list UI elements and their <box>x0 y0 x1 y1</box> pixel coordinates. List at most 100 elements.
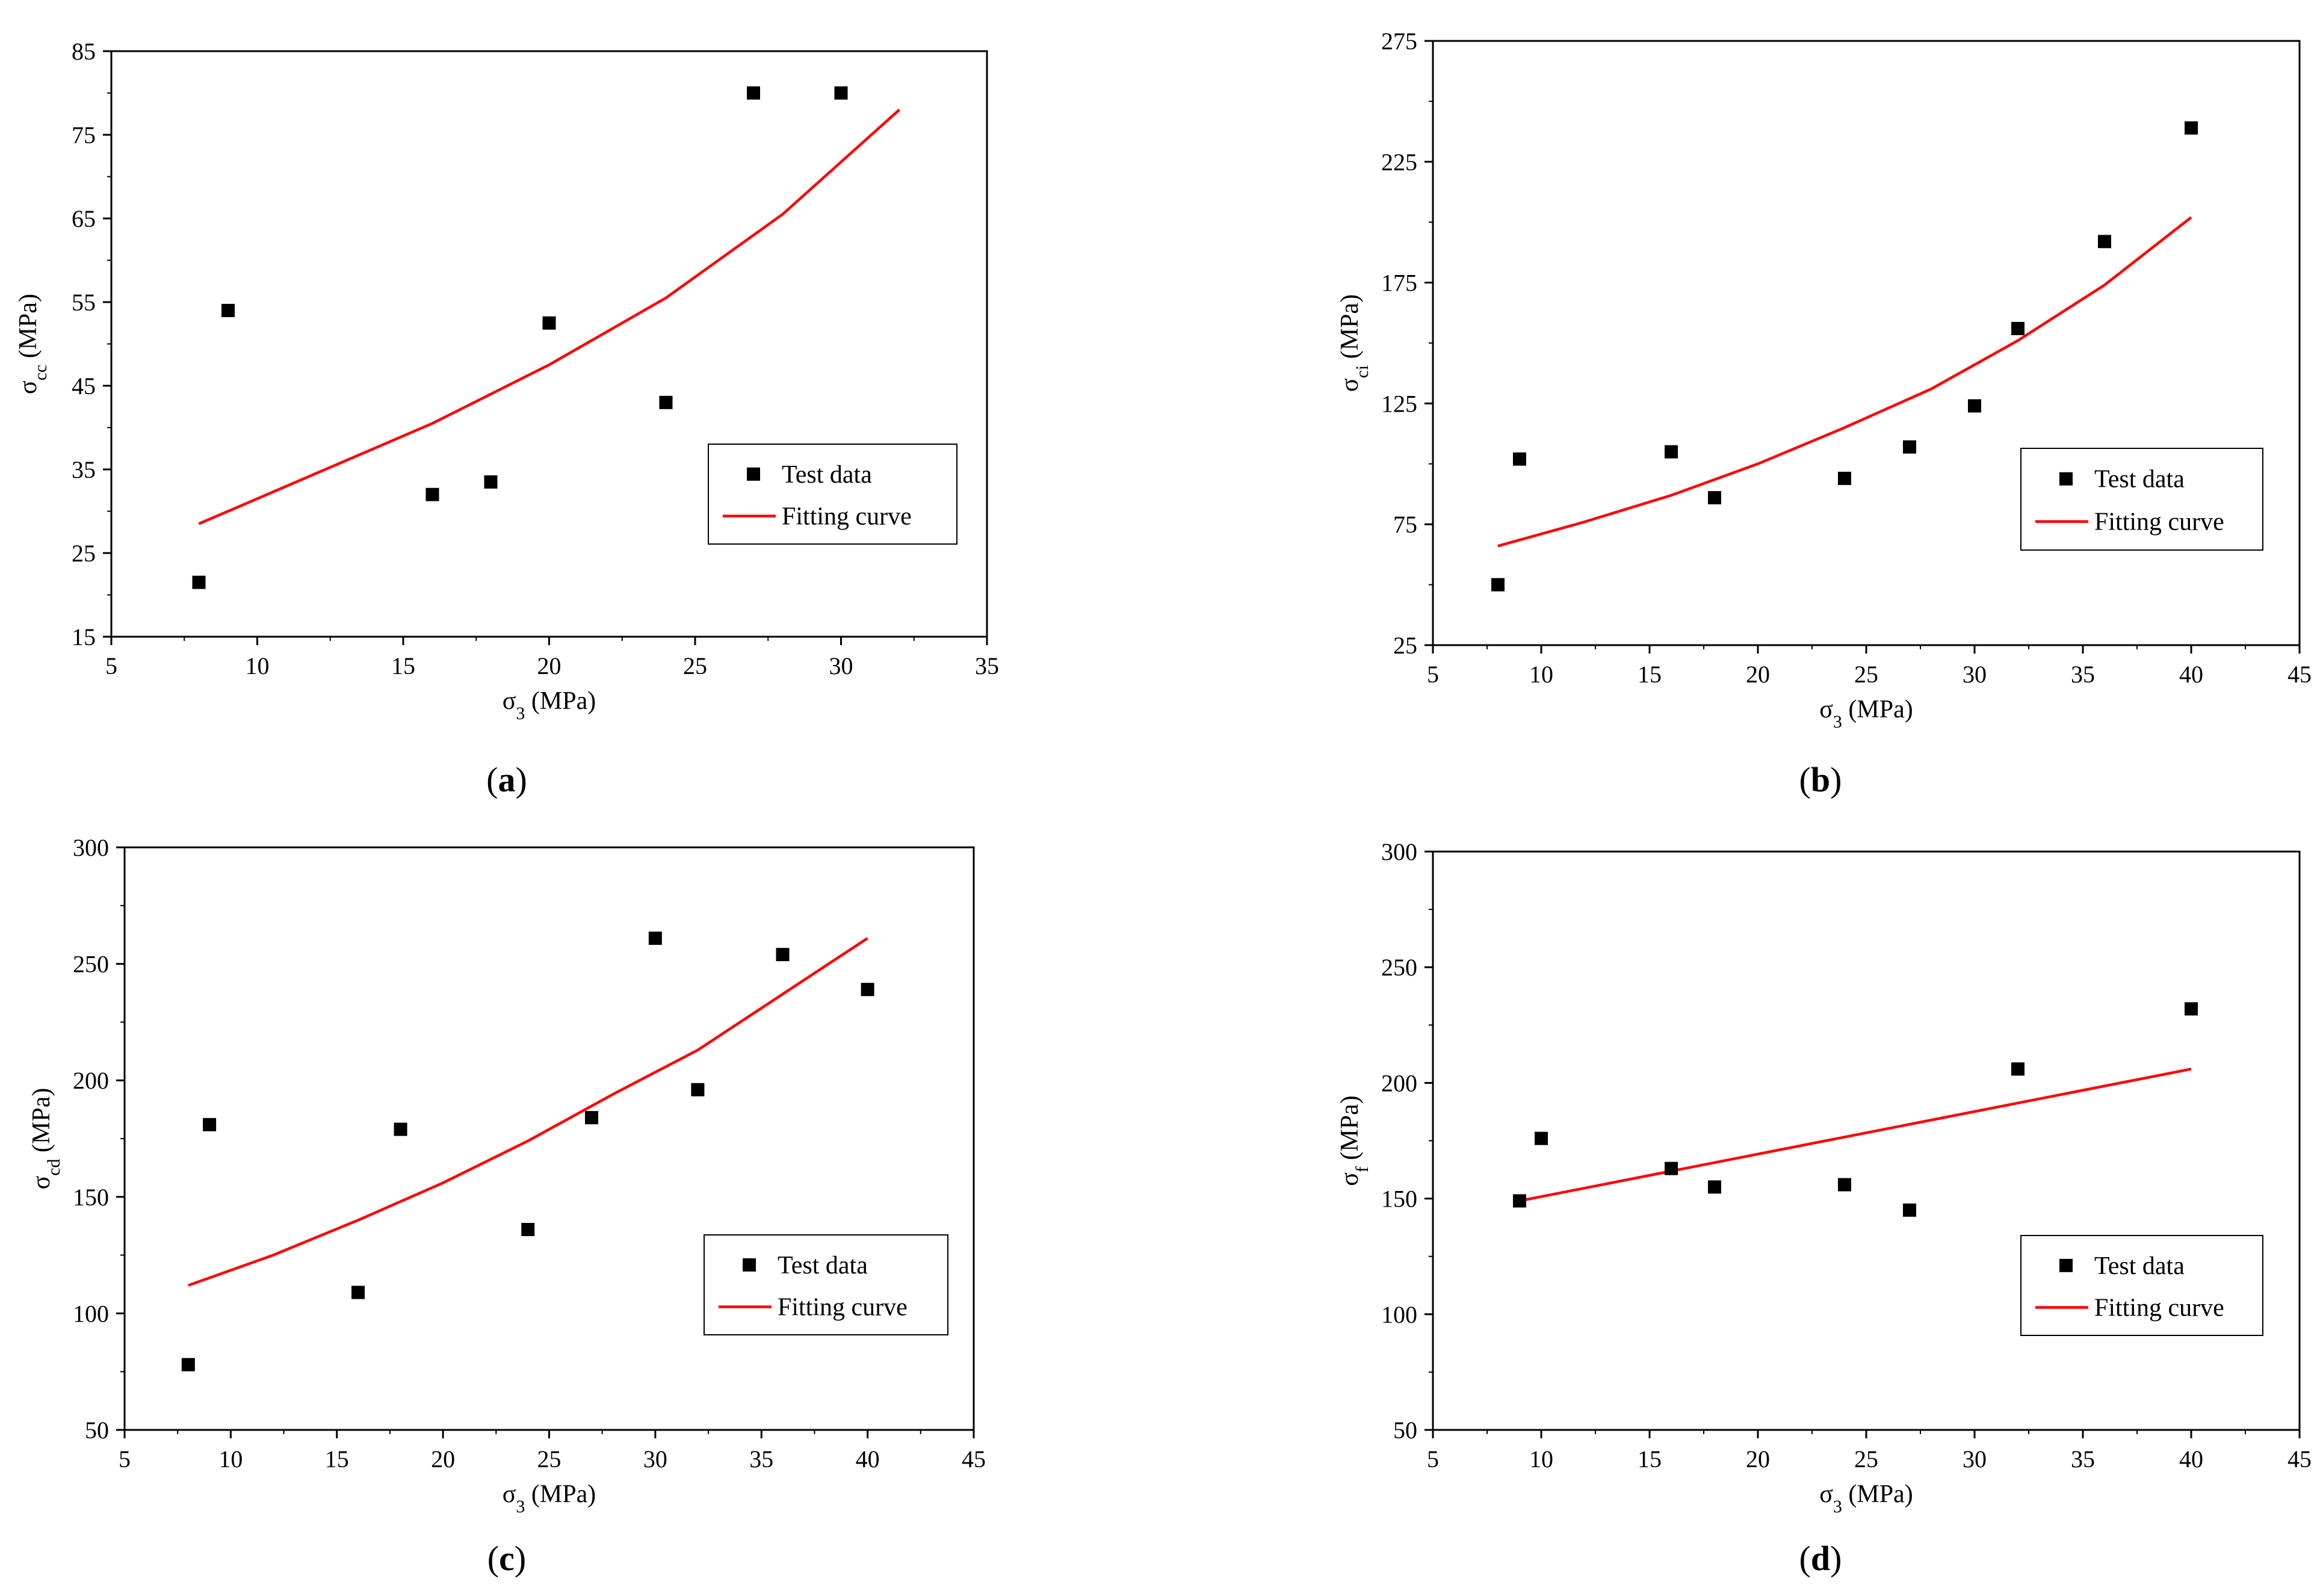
plot-frame <box>1432 850 2301 1431</box>
test-data-point <box>2011 1062 2025 1076</box>
x-tick-label: 5 <box>1427 1446 1439 1473</box>
x-tick-label: 5 <box>119 1446 131 1473</box>
y-tick-label: 25 <box>72 540 96 567</box>
y-tick-label: 55 <box>72 289 96 316</box>
legend-box <box>704 1234 948 1335</box>
x-tick-label: 10 <box>218 1446 243 1473</box>
x-tick-label: 15 <box>391 652 415 679</box>
y-tick-label: 100 <box>1381 1301 1417 1328</box>
x-tick-label: 5 <box>1427 661 1439 688</box>
legend-box <box>708 444 957 545</box>
y-tick-label: 300 <box>73 834 109 861</box>
legend-label-test-data: Test data <box>782 461 872 489</box>
test-data-point <box>1491 578 1505 592</box>
test-data-point <box>659 395 673 409</box>
x-tick-label: 35 <box>749 1446 773 1473</box>
x-tick-label: 25 <box>1854 661 1878 688</box>
y-tick-label: 200 <box>1381 1069 1417 1096</box>
test-data-point <box>1903 440 1916 454</box>
x-tick-label: 10 <box>246 652 270 679</box>
legend-box <box>2020 1235 2263 1336</box>
x-tick-label: 5 <box>105 652 117 679</box>
y-tick-label: 150 <box>73 1184 109 1211</box>
plot-frame <box>1432 40 2301 646</box>
x-tick-label: 40 <box>856 1446 880 1473</box>
test-data-point <box>776 948 790 962</box>
test-data-point <box>2011 321 2025 335</box>
caption-b: (b) <box>1799 760 1842 799</box>
y-tick-label: 125 <box>1381 390 1417 417</box>
y-tick-label: 25 <box>1393 632 1417 659</box>
y-tick-label: 300 <box>1381 838 1417 865</box>
y-axis-label: σci (MPa) <box>1336 294 1372 392</box>
test-data-point <box>585 1111 599 1125</box>
x-tick-label: 30 <box>1963 1446 1987 1473</box>
x-tick-label: 10 <box>1529 661 1553 688</box>
x-axis-label: σ3 (MPa) <box>503 1480 596 1517</box>
test-data-point <box>542 316 556 330</box>
y-axis-label: σcc (MPa) <box>14 294 51 394</box>
chart-panel-d: 5 10 15 20 25 30 35 40 45 50 100 150 200 250 300 σ3 (MP… <box>1162 798 2323 1596</box>
test-data-point <box>484 475 498 489</box>
y-tick-label: 275 <box>1381 28 1417 55</box>
legend-marker-test-data <box>2059 1258 2073 1272</box>
legend-label-fitting-curve: Fitting curve <box>2094 509 2224 536</box>
y-tick-label: 175 <box>1381 270 1417 297</box>
x-axis-label: σ3 (MPa) <box>503 687 596 723</box>
x-axis-label: σ3 (MPa) <box>1819 696 1913 732</box>
legend-box <box>2020 448 2263 551</box>
test-data-point <box>221 303 235 317</box>
test-data-point <box>1968 399 1981 413</box>
chart-panel-c: 5 10 15 20 25 30 35 40 45 50 100 150 200 250 300 σ3 (MP… <box>0 798 1162 1596</box>
legend-marker-test-data <box>747 467 760 481</box>
fitting-curve-line <box>1519 1068 2192 1202</box>
x-tick-label: 20 <box>537 652 561 679</box>
test-data-point <box>192 575 206 589</box>
test-data-point <box>394 1122 407 1136</box>
x-tick-label: 20 <box>431 1446 455 1473</box>
fitting-curve-line <box>198 108 901 525</box>
test-data-point <box>648 932 662 945</box>
chart-d-svg: 5 10 15 20 25 30 35 40 45 50 100 150 200 250 300 σ3 (MP… <box>1336 838 2312 1517</box>
y-axis-label: σcd (MPa) <box>28 1088 64 1190</box>
caption-a: (a) <box>486 760 527 799</box>
x-tick-label: 25 <box>537 1446 561 1473</box>
x-tick-label: 10 <box>1529 1446 1553 1473</box>
plot-frame <box>123 846 975 1431</box>
x-axis-label: σ3 (MPa) <box>1819 1480 1913 1517</box>
legend-label-fitting-curve: Fitting curve <box>782 503 912 531</box>
test-data-point <box>1665 445 1678 459</box>
test-data-point <box>1708 491 1721 505</box>
x-tick-label: 20 <box>1746 1446 1770 1473</box>
x-tick-label: 30 <box>643 1446 667 1473</box>
legend-label-test-data: Test data <box>2094 1252 2185 1280</box>
test-data-point <box>351 1285 365 1299</box>
y-tick-label: 200 <box>73 1067 109 1094</box>
y-tick-label: 75 <box>72 122 96 149</box>
y-tick-label: 50 <box>1393 1417 1417 1444</box>
chart-b-svg: 5 10 15 20 25 30 35 40 45 25 75 125 175 225 275 σ3 (MPa… <box>1336 28 2312 732</box>
test-data-point <box>521 1223 535 1237</box>
x-tick-label: 35 <box>2071 1446 2095 1473</box>
y-axis-label: σf (MPa) <box>1336 1095 1372 1186</box>
y-tick-label: 250 <box>1381 954 1417 981</box>
caption-c: (c) <box>487 1539 527 1578</box>
test-data-point <box>1513 452 1526 466</box>
x-tick-label: 45 <box>962 1446 986 1473</box>
y-tick-label: 50 <box>85 1417 109 1444</box>
x-tick-label: 15 <box>1638 661 1662 688</box>
test-data-point <box>1838 471 1851 485</box>
test-data-point <box>1708 1180 1721 1194</box>
test-data-point <box>425 487 439 501</box>
x-tick-label: 30 <box>1963 661 1987 688</box>
chart-panel-b: 5 10 15 20 25 30 35 40 45 25 75 125 175 225 275 σ3 (MPa… <box>1162 0 2323 799</box>
x-tick-label: 40 <box>2179 661 2203 688</box>
y-tick-label: 250 <box>73 951 109 978</box>
legend-label-test-data: Test data <box>2094 466 2185 493</box>
x-tick-label: 25 <box>1854 1446 1878 1473</box>
y-tick-label: 45 <box>72 373 96 400</box>
x-tick-label: 45 <box>2287 661 2312 688</box>
test-data-point <box>747 86 760 100</box>
y-tick-label: 150 <box>1381 1186 1417 1213</box>
y-tick-label: 65 <box>72 205 96 232</box>
